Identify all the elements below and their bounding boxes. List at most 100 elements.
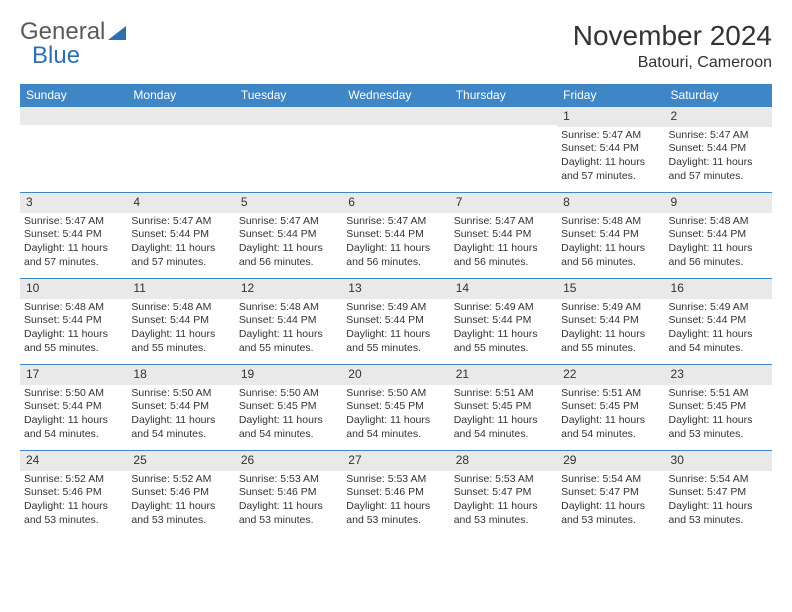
calendar-head: SundayMondayTuesdayWednesdayThursdayFrid…	[20, 84, 772, 107]
calendar-cell	[450, 107, 557, 193]
calendar-cell: 9Sunrise: 5:48 AMSunset: 5:44 PMDaylight…	[665, 193, 772, 279]
calendar-cell: 8Sunrise: 5:48 AMSunset: 5:44 PMDaylight…	[557, 193, 664, 279]
day-details: Sunrise: 5:54 AMSunset: 5:47 PMDaylight:…	[561, 473, 660, 528]
day-details: Sunrise: 5:48 AMSunset: 5:44 PMDaylight:…	[131, 301, 230, 356]
calendar-cell: 14Sunrise: 5:49 AMSunset: 5:44 PMDayligh…	[450, 279, 557, 365]
day-details: Sunrise: 5:47 AMSunset: 5:44 PMDaylight:…	[346, 215, 445, 270]
day-details: Sunrise: 5:47 AMSunset: 5:44 PMDaylight:…	[669, 129, 768, 184]
day-number: 13	[342, 279, 449, 299]
day-header: Wednesday	[342, 84, 449, 107]
day-header: Friday	[557, 84, 664, 107]
day-header: Thursday	[450, 84, 557, 107]
day-details: Sunrise: 5:48 AMSunset: 5:44 PMDaylight:…	[24, 301, 123, 356]
calendar-cell: 23Sunrise: 5:51 AMSunset: 5:45 PMDayligh…	[665, 365, 772, 451]
day-number: 16	[665, 279, 772, 299]
day-number	[20, 107, 127, 125]
day-details: Sunrise: 5:47 AMSunset: 5:44 PMDaylight:…	[561, 129, 660, 184]
day-header: Tuesday	[235, 84, 342, 107]
day-details: Sunrise: 5:50 AMSunset: 5:44 PMDaylight:…	[131, 387, 230, 442]
title-block: November 2024 Batouri, Cameroon	[573, 20, 772, 72]
day-details: Sunrise: 5:47 AMSunset: 5:44 PMDaylight:…	[24, 215, 123, 270]
day-number: 21	[450, 365, 557, 385]
month-title: November 2024	[573, 20, 772, 52]
day-details: Sunrise: 5:54 AMSunset: 5:47 PMDaylight:…	[669, 473, 768, 528]
calendar-cell: 3Sunrise: 5:47 AMSunset: 5:44 PMDaylight…	[20, 193, 127, 279]
calendar-cell: 18Sunrise: 5:50 AMSunset: 5:44 PMDayligh…	[127, 365, 234, 451]
day-details: Sunrise: 5:48 AMSunset: 5:44 PMDaylight:…	[239, 301, 338, 356]
logo-text-general: General	[20, 20, 105, 44]
day-number: 10	[20, 279, 127, 299]
day-number: 20	[342, 365, 449, 385]
calendar-cell: 27Sunrise: 5:53 AMSunset: 5:46 PMDayligh…	[342, 451, 449, 537]
day-number: 5	[235, 193, 342, 213]
day-header: Monday	[127, 84, 234, 107]
day-number: 11	[127, 279, 234, 299]
day-number: 26	[235, 451, 342, 471]
calendar-cell: 22Sunrise: 5:51 AMSunset: 5:45 PMDayligh…	[557, 365, 664, 451]
calendar-cell: 6Sunrise: 5:47 AMSunset: 5:44 PMDaylight…	[342, 193, 449, 279]
day-number: 12	[235, 279, 342, 299]
calendar-cell: 2Sunrise: 5:47 AMSunset: 5:44 PMDaylight…	[665, 107, 772, 193]
day-details: Sunrise: 5:52 AMSunset: 5:46 PMDaylight:…	[131, 473, 230, 528]
calendar-table: SundayMondayTuesdayWednesdayThursdayFrid…	[20, 84, 772, 537]
day-number: 2	[665, 107, 772, 127]
day-number: 18	[127, 365, 234, 385]
day-details: Sunrise: 5:53 AMSunset: 5:47 PMDaylight:…	[454, 473, 553, 528]
calendar-cell	[342, 107, 449, 193]
day-header: Saturday	[665, 84, 772, 107]
day-number: 3	[20, 193, 127, 213]
calendar-cell: 29Sunrise: 5:54 AMSunset: 5:47 PMDayligh…	[557, 451, 664, 537]
logo: General Blue	[20, 20, 126, 68]
calendar-cell: 4Sunrise: 5:47 AMSunset: 5:44 PMDaylight…	[127, 193, 234, 279]
day-number: 27	[342, 451, 449, 471]
calendar-cell: 16Sunrise: 5:49 AMSunset: 5:44 PMDayligh…	[665, 279, 772, 365]
day-number: 4	[127, 193, 234, 213]
day-number: 19	[235, 365, 342, 385]
calendar-cell: 25Sunrise: 5:52 AMSunset: 5:46 PMDayligh…	[127, 451, 234, 537]
page-header: General Blue November 2024 Batouri, Came…	[20, 20, 772, 72]
calendar-cell	[127, 107, 234, 193]
day-details: Sunrise: 5:49 AMSunset: 5:44 PMDaylight:…	[454, 301, 553, 356]
day-number: 8	[557, 193, 664, 213]
day-header: Sunday	[20, 84, 127, 107]
day-number: 6	[342, 193, 449, 213]
calendar-cell: 1Sunrise: 5:47 AMSunset: 5:44 PMDaylight…	[557, 107, 664, 193]
calendar-cell: 5Sunrise: 5:47 AMSunset: 5:44 PMDaylight…	[235, 193, 342, 279]
day-details: Sunrise: 5:47 AMSunset: 5:44 PMDaylight:…	[239, 215, 338, 270]
day-number	[450, 107, 557, 125]
calendar-cell: 11Sunrise: 5:48 AMSunset: 5:44 PMDayligh…	[127, 279, 234, 365]
calendar-cell: 19Sunrise: 5:50 AMSunset: 5:45 PMDayligh…	[235, 365, 342, 451]
day-details: Sunrise: 5:53 AMSunset: 5:46 PMDaylight:…	[239, 473, 338, 528]
day-details: Sunrise: 5:47 AMSunset: 5:44 PMDaylight:…	[131, 215, 230, 270]
day-number: 17	[20, 365, 127, 385]
calendar-week: 1Sunrise: 5:47 AMSunset: 5:44 PMDaylight…	[20, 107, 772, 193]
day-number: 24	[20, 451, 127, 471]
day-details: Sunrise: 5:52 AMSunset: 5:46 PMDaylight:…	[24, 473, 123, 528]
day-number	[235, 107, 342, 125]
calendar-cell: 12Sunrise: 5:48 AMSunset: 5:44 PMDayligh…	[235, 279, 342, 365]
calendar-cell: 26Sunrise: 5:53 AMSunset: 5:46 PMDayligh…	[235, 451, 342, 537]
calendar-cell: 17Sunrise: 5:50 AMSunset: 5:44 PMDayligh…	[20, 365, 127, 451]
day-details: Sunrise: 5:51 AMSunset: 5:45 PMDaylight:…	[454, 387, 553, 442]
calendar-cell: 21Sunrise: 5:51 AMSunset: 5:45 PMDayligh…	[450, 365, 557, 451]
day-number: 9	[665, 193, 772, 213]
day-number: 30	[665, 451, 772, 471]
day-number: 15	[557, 279, 664, 299]
day-details: Sunrise: 5:50 AMSunset: 5:45 PMDaylight:…	[346, 387, 445, 442]
day-details: Sunrise: 5:48 AMSunset: 5:44 PMDaylight:…	[561, 215, 660, 270]
calendar-week: 3Sunrise: 5:47 AMSunset: 5:44 PMDaylight…	[20, 193, 772, 279]
day-number: 25	[127, 451, 234, 471]
calendar-cell	[20, 107, 127, 193]
day-details: Sunrise: 5:50 AMSunset: 5:44 PMDaylight:…	[24, 387, 123, 442]
day-details: Sunrise: 5:51 AMSunset: 5:45 PMDaylight:…	[561, 387, 660, 442]
day-number: 23	[665, 365, 772, 385]
logo-triangle-icon	[108, 26, 126, 40]
calendar-cell: 7Sunrise: 5:47 AMSunset: 5:44 PMDaylight…	[450, 193, 557, 279]
day-details: Sunrise: 5:49 AMSunset: 5:44 PMDaylight:…	[346, 301, 445, 356]
calendar-cell: 24Sunrise: 5:52 AMSunset: 5:46 PMDayligh…	[20, 451, 127, 537]
day-details: Sunrise: 5:48 AMSunset: 5:44 PMDaylight:…	[669, 215, 768, 270]
calendar-week: 24Sunrise: 5:52 AMSunset: 5:46 PMDayligh…	[20, 451, 772, 537]
day-details: Sunrise: 5:51 AMSunset: 5:45 PMDaylight:…	[669, 387, 768, 442]
day-number: 28	[450, 451, 557, 471]
location-text: Batouri, Cameroon	[573, 54, 772, 72]
